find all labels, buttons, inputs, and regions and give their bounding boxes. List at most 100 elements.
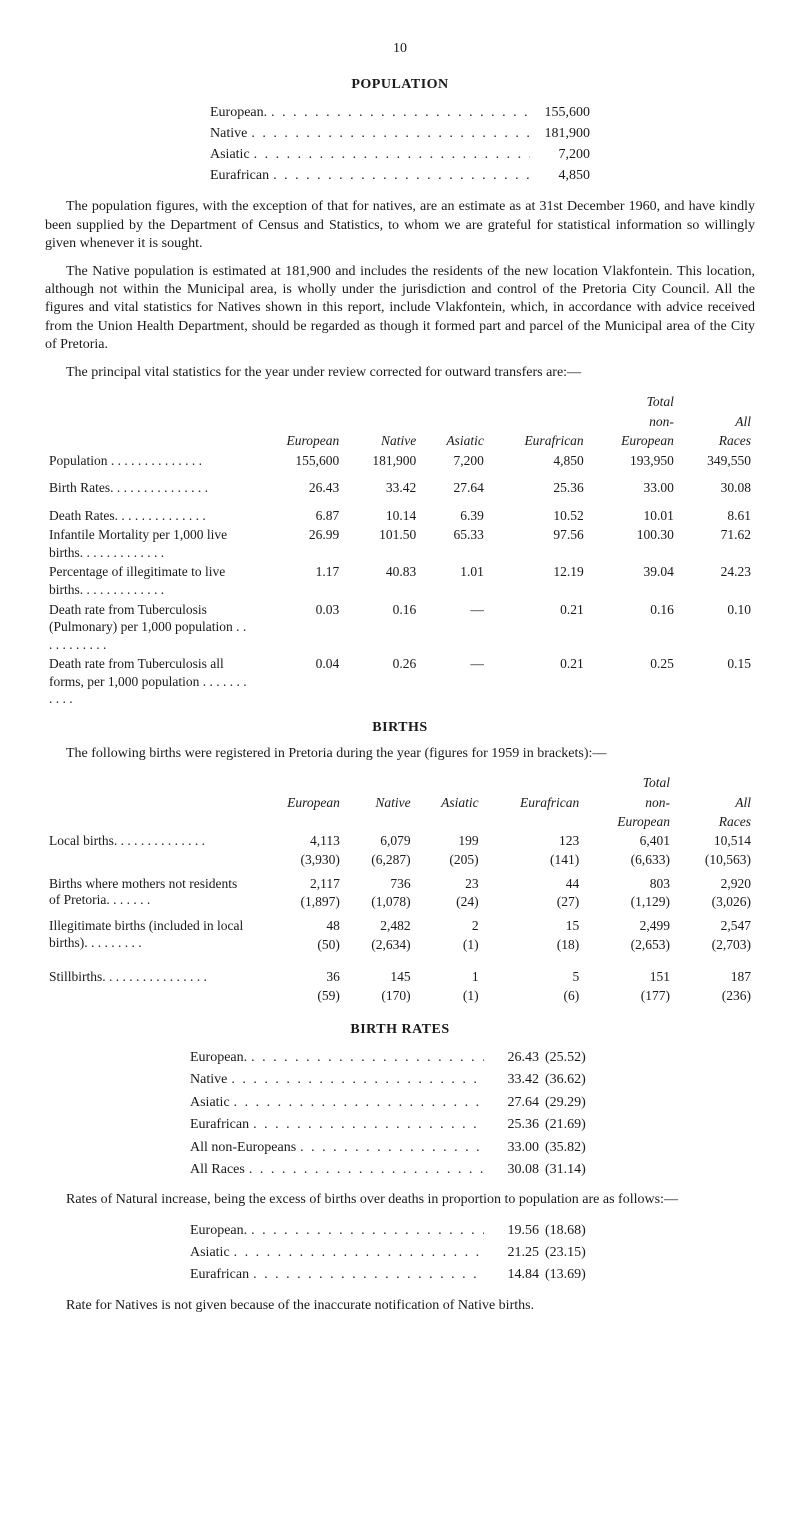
cell: 2,547 [674,917,755,936]
cell: (27) [483,893,584,912]
cell: (2,634) [344,936,415,955]
col-head: European [253,431,343,451]
cell: 5 [483,968,584,987]
cell: 0.04 [253,654,343,709]
rate-value-prev: (29.29) [539,1092,610,1114]
cell: 10,514 [674,832,755,851]
population-heading: POPULATION [45,76,755,94]
rate-label: All Races [190,1159,245,1181]
cell: 2,117 [253,875,344,894]
dots: . . . . . . . . . . . . . . . . . . . . … [269,165,530,186]
cell: 0.16 [343,600,420,655]
col-head: Eurafrican [483,793,584,813]
cell: 2,482 [344,917,415,936]
cell: 0.26 [343,654,420,709]
cell: 803 [583,875,674,894]
natural-increase-list: European.. . . . . . . . . . . . . . . .… [190,1220,610,1287]
rate-value-prev: (25.52) [539,1047,610,1069]
rate-value-prev: (21.69) [539,1114,610,1136]
dots: . . . . . . . . . . . . . . . . . . . . … [230,1242,484,1264]
cell: 6.39 [420,506,488,526]
rate-value: 21.25 [484,1242,539,1264]
rate-value-prev: (35.82) [539,1137,610,1159]
paragraph-2: The Native population is estimated at 18… [45,263,755,354]
cell: 71.62 [678,525,755,562]
col-head: Eurafrican [488,431,588,451]
table-row: Birth Rates. . . . . . . . . . . . . . .… [45,478,755,498]
cell: 1.01 [420,562,488,599]
cell: 97.56 [488,525,588,562]
col-head: Total [583,773,674,793]
rate-label: European. [190,1220,247,1242]
cell: 0.03 [253,600,343,655]
cell: (1) [415,987,483,1006]
col-head: Races [674,812,755,832]
dots: . . . . . . . . . . . . . . . . . . . . … [247,1047,484,1069]
cell: 36 [253,968,344,987]
cell: 26.99 [253,525,343,562]
rate-value: 19.56 [484,1220,539,1242]
rate-value: 30.08 [484,1159,539,1181]
dots: . . . . . . . . . . . . . . . . . . . . … [230,1092,484,1114]
table-row: Death rate from Tuberculosis (Pulmonary)… [45,600,755,655]
vital-stats-table: Total non- All European Native Asiatic E… [45,392,755,709]
rate-row: All Races. . . . . . . . . . . . . . . .… [190,1159,610,1181]
cell: (2,653) [583,936,674,955]
cell: — [420,600,488,655]
dots: . . . . . . . . . . . . . . . . . . . . … [245,1159,484,1181]
dots: . . . . . . . . . . . . . . . . . . . . … [247,1220,484,1242]
cell: (24) [415,893,483,912]
cell: (1,129) [583,893,674,912]
cell: (18) [483,936,584,955]
cell: 151 [583,968,674,987]
col-head: Asiatic [420,431,488,451]
cell: 736 [344,875,415,894]
pop-label: Eurafrican [210,165,269,186]
births-table: Total European Native Asiatic Eurafrican… [45,773,755,1011]
rate-label: Native [190,1069,227,1091]
row-label: Births where mothers not residents of Pr… [45,875,253,913]
col-head: Races [678,431,755,451]
cell: (170) [344,987,415,1006]
row-label: Death rate from Tuberculosis all forms, … [45,654,253,709]
pop-label: Native [210,123,247,144]
cell: 44 [483,875,584,894]
cell: 199 [415,832,483,851]
rate-value: 27.64 [484,1092,539,1114]
cell: 0.21 [488,600,588,655]
cell: 349,550 [678,451,755,471]
rate-value-prev: (13.69) [539,1264,610,1286]
cell: (10,563) [674,851,755,870]
rate-value: 25.36 [484,1114,539,1136]
col-head: European [583,812,674,832]
col-head: Native [343,431,420,451]
cell: 8.61 [678,506,755,526]
rate-value-prev: (23.15) [539,1242,610,1264]
cell: (1,078) [344,893,415,912]
cell: (2,703) [674,936,755,955]
pop-row: Native . . . . . . . . . . . . . . . . .… [210,123,590,144]
table-row: Death rate from Tuberculosis all forms, … [45,654,755,709]
birth-rates-heading: BIRTH RATES [45,1021,755,1039]
rate-label: Eurafrican [190,1114,249,1136]
dots: . . . . . . . . . . . . . . . . . . . . … [296,1137,484,1159]
dots: . . . . . . . . . . . . . . . . . . . . … [249,1114,484,1136]
rate-value: 33.00 [484,1137,539,1159]
final-note: Rate for Natives is not given because of… [45,1297,755,1315]
table-row: Population . . . . . . . . . . . . . .15… [45,451,755,471]
natural-increase-intro: Rates of Natural increase, being the exc… [45,1191,755,1209]
cell: 0.16 [588,600,678,655]
cell: 187 [674,968,755,987]
pop-value: 155,600 [530,102,590,123]
cell: 40.83 [343,562,420,599]
cell: (6,633) [583,851,674,870]
cell: 33.42 [343,478,420,498]
cell: 48 [253,917,344,936]
rate-value-prev: (31.14) [539,1159,610,1181]
rate-row: Asiatic. . . . . . . . . . . . . . . . .… [190,1242,610,1264]
cell: 0.10 [678,600,755,655]
row-label: Local births. . . . . . . . . . . . . . [45,832,253,870]
table-row: Local births. . . . . . . . . . . . . .4… [45,832,755,851]
pop-label: European. [210,102,267,123]
table-row: Stillbirths. . . . . . . . . . . . . . .… [45,968,755,987]
